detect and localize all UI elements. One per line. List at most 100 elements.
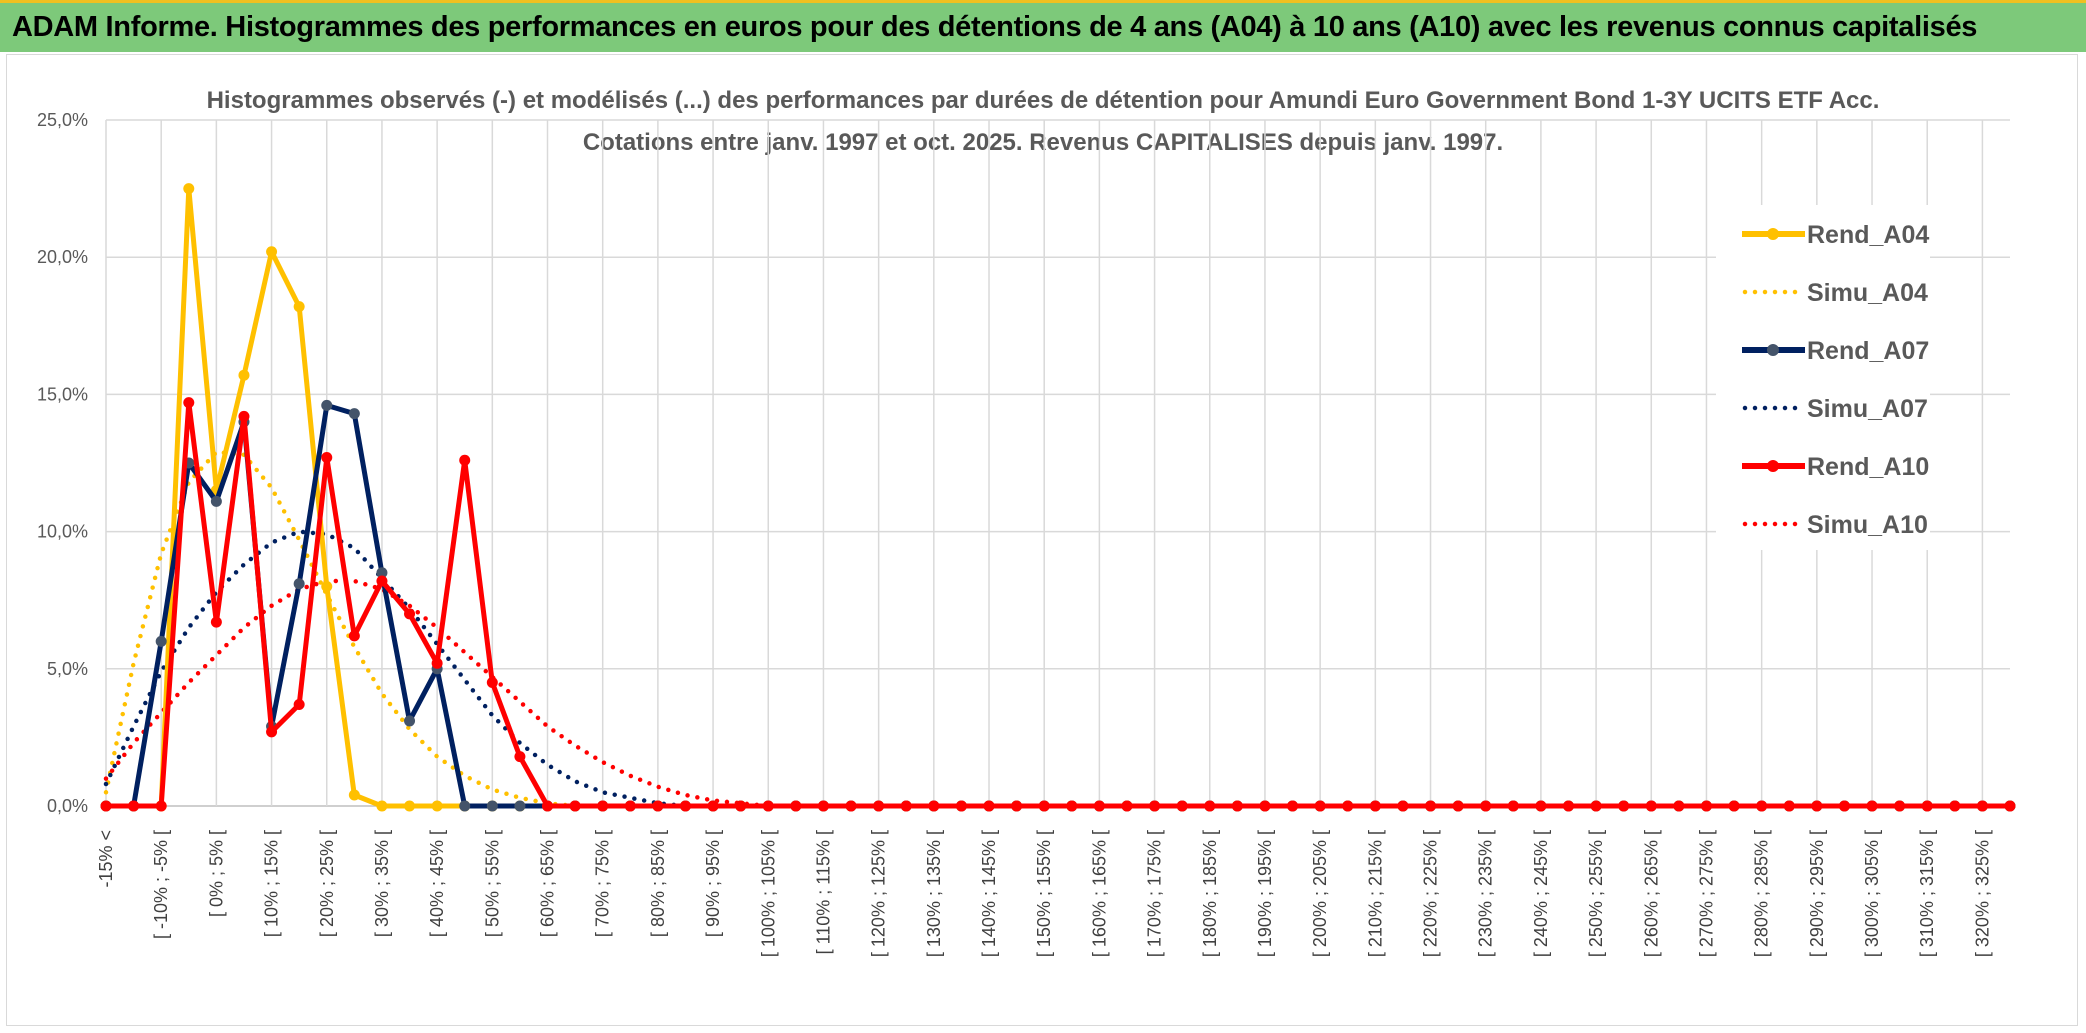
legend-item: Rend_A10 xyxy=(1742,453,1929,481)
data-point xyxy=(348,408,360,420)
data-point xyxy=(1728,800,1740,812)
y-axis-ticks: 0,0% 5,0% 10,0% 15,0% 20,0% 25,0% xyxy=(37,110,88,816)
x-tick-label: [ 20% ; 25% [ xyxy=(317,830,337,937)
data-point xyxy=(183,397,195,409)
x-tick-label: [ 100% ; 105% [ xyxy=(758,830,778,957)
data-point xyxy=(321,580,333,592)
x-tick-label: -15% < xyxy=(96,830,116,888)
series-Rend_A10 xyxy=(100,397,2016,812)
data-point xyxy=(569,800,581,812)
data-point xyxy=(1811,800,1823,812)
x-tick-label: [ 310% ; 315% [ xyxy=(1917,830,1937,957)
x-tick-label: [ 140% ; 145% [ xyxy=(979,830,999,957)
legend-marker xyxy=(1767,344,1779,356)
legend-box xyxy=(1716,205,1930,550)
data-point xyxy=(486,800,498,812)
data-point xyxy=(679,800,691,812)
data-point xyxy=(459,800,471,812)
data-point xyxy=(1369,800,1381,812)
report-banner: ADAM Informe. Histogrammes des performan… xyxy=(0,0,2086,52)
series-line-Simu_A04 xyxy=(103,449,2013,809)
data-point xyxy=(1949,800,1961,812)
data-point xyxy=(624,800,636,812)
data-point xyxy=(1894,800,1906,812)
x-tick-label: [ 60% ; 65% [ xyxy=(538,830,558,937)
data-point xyxy=(1287,800,1299,812)
x-tick-label: [ 170% ; 175% [ xyxy=(1145,830,1165,957)
data-point xyxy=(1011,800,1023,812)
data-point xyxy=(707,800,719,812)
data-point xyxy=(238,410,250,422)
x-tick-label: [ 200% ; 205% [ xyxy=(1310,830,1330,957)
data-point xyxy=(155,635,167,647)
data-point xyxy=(1231,800,1243,812)
data-point xyxy=(1259,800,1271,812)
x-tick-label: [ 210% ; 215% [ xyxy=(1365,830,1385,957)
data-point xyxy=(376,575,388,587)
data-point xyxy=(652,800,664,812)
x-tick-label: [ 240% ; 245% [ xyxy=(1531,830,1551,957)
data-point xyxy=(1121,800,1133,812)
data-point xyxy=(266,726,278,738)
legend-marker xyxy=(1767,228,1779,240)
y-tick-label: 15,0% xyxy=(37,384,88,404)
data-point xyxy=(376,567,388,579)
x-tick-label: [ 220% ; 225% [ xyxy=(1421,830,1441,957)
legend-label: Simu_A07 xyxy=(1807,395,1928,423)
legend-label: Rend_A10 xyxy=(1807,453,1929,481)
x-tick-label: [ 250% ; 255% [ xyxy=(1586,830,1606,957)
y-tick-label: 5,0% xyxy=(47,659,88,679)
data-point xyxy=(404,800,416,812)
data-point xyxy=(1673,800,1685,812)
x-tick-label: [ 320% ; 325% [ xyxy=(1972,830,1992,957)
x-tick-label: [ 160% ; 165% [ xyxy=(1089,830,1109,957)
data-point xyxy=(1149,800,1161,812)
legend-item: Rend_A04 xyxy=(1742,221,1929,249)
legend-label: Rend_A04 xyxy=(1807,221,1929,249)
x-tick-label: [ 190% ; 195% [ xyxy=(1255,830,1275,957)
data-point xyxy=(1700,800,1712,812)
x-axis-ticks: -15% < [ -10% ; -5% [[ 0% ; 5% [[ 10% ; 1… xyxy=(96,830,1992,957)
data-point xyxy=(1866,800,1878,812)
y-tick-label: 25,0% xyxy=(37,110,88,130)
data-point xyxy=(100,800,112,812)
data-point xyxy=(459,454,471,466)
data-point xyxy=(928,800,940,812)
data-point xyxy=(1452,800,1464,812)
data-point xyxy=(1838,800,1850,812)
x-tick-label: [ 0% ; 5% [ xyxy=(206,830,226,917)
data-point xyxy=(431,800,443,812)
data-point xyxy=(1397,800,1409,812)
data-point xyxy=(542,800,554,812)
data-point xyxy=(348,789,360,801)
data-point xyxy=(404,715,416,727)
x-tick-label: [ 270% ; 275% [ xyxy=(1696,830,1716,957)
legend-item: Simu_A10 xyxy=(1742,511,1928,539)
data-point xyxy=(210,495,222,507)
data-point xyxy=(1066,800,1078,812)
data-point xyxy=(486,677,498,689)
x-tick-label: [ 180% ; 185% [ xyxy=(1200,830,1220,957)
chart-title: Histogrammes observés (-) et modélisés (… xyxy=(207,87,1880,114)
y-tick-label: 10,0% xyxy=(37,522,88,542)
x-tick-label: [ 90% ; 95% [ xyxy=(703,830,723,937)
data-point xyxy=(1204,800,1216,812)
data-point xyxy=(321,452,333,464)
data-point xyxy=(376,800,388,812)
legend-item: Simu_A04 xyxy=(1742,279,1928,307)
data-point xyxy=(128,800,140,812)
x-tick-label: [ -10% ; -5% [ xyxy=(151,830,171,939)
data-point xyxy=(1645,800,1657,812)
x-tick-label: [ 40% ; 45% [ xyxy=(427,830,447,937)
chart-frame xyxy=(6,54,2078,1026)
y-tick-label: 20,0% xyxy=(37,247,88,267)
data-point xyxy=(1535,800,1547,812)
data-point xyxy=(873,800,885,812)
data-point xyxy=(514,800,526,812)
legend-item: Rend_A07 xyxy=(1742,337,1929,365)
legend-label: Rend_A07 xyxy=(1807,337,1929,365)
data-point xyxy=(900,800,912,812)
data-point xyxy=(1783,800,1795,812)
legend-item: Simu_A07 xyxy=(1742,395,1928,423)
x-tick-label: [ 150% ; 155% [ xyxy=(1034,830,1054,957)
